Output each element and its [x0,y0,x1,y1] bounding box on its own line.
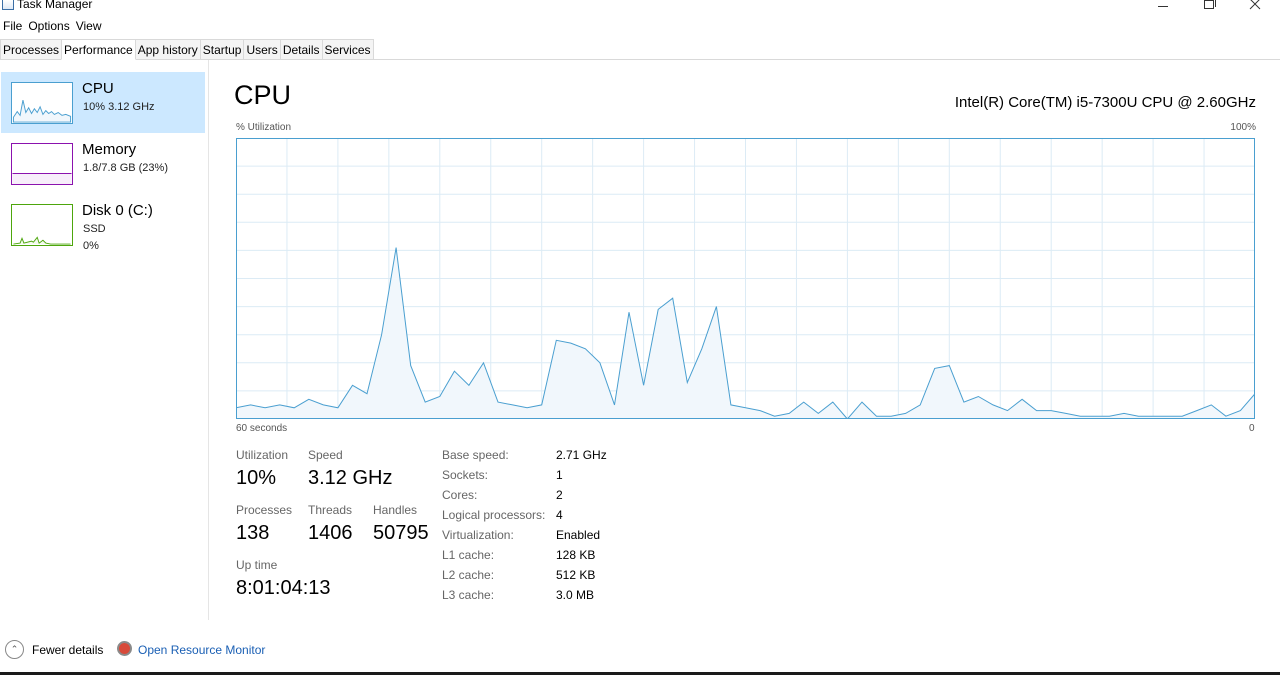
tab-performance[interactable]: Performance [61,39,136,60]
speed-value: 3.12 GHz [308,467,393,489]
spec-label-l1-cache: L1 cache: [442,548,495,562]
minimize-button[interactable] [1140,0,1186,13]
handles-value: 50795 [373,522,429,544]
title-bar: Task Manager [0,0,1280,14]
spec-value-base-speed: 2.71 GHz [556,448,607,462]
page-title: CPU [234,80,292,110]
sidebar-memory-usage: 1.8/7.8 GB (23%) [83,162,168,174]
menu-file[interactable]: File [3,19,23,33]
cpu-model-name: Intel(R) Core(TM) i5-7300U CPU @ 2.60GHz [954,94,1256,111]
tab-app-history[interactable]: App history [134,39,201,59]
spec-label-sockets: Sockets: [442,468,489,482]
tab-processes[interactable]: Processes [0,39,63,59]
cpu-utilization-line [236,247,1255,419]
spec-label-logical-processors: Logical processors: [442,508,546,522]
tab-services[interactable]: Services [321,39,374,59]
handles-label: Handles [373,503,418,517]
spec-label-cores: Cores: [442,488,478,502]
close-icon [1249,0,1261,10]
sidebar-disk-usage: 0% [83,240,99,252]
speed-label: Speed [308,448,343,462]
menu-view[interactable]: View [75,19,102,33]
sidebar-disk-title: Disk 0 (C:) [82,202,153,219]
spec-value-sockets: 1 [556,468,563,482]
spec-value-virtualization: Enabled [556,528,601,542]
spec-label-base-speed: Base speed: [442,448,509,462]
threads-value: 1406 [308,522,353,544]
spec-value-l2-cache: 512 KB [556,568,596,582]
resource-monitor-icon [117,641,132,656]
sidebar-cpu-usage: 10% 3.12 GHz [83,101,155,113]
fewer-details-link[interactable]: Fewer details [32,643,104,657]
sidebar-cpu-title: CPU [82,80,114,97]
graph-y-label: % Utilization [236,122,292,133]
tab-users[interactable]: Users [243,39,281,59]
spec-value-l3-cache: 3.0 MB [556,588,595,602]
processes-value: 138 [236,522,270,544]
processes-label: Processes [236,503,293,517]
restore-icon [1204,0,1216,9]
close-button[interactable] [1232,0,1278,13]
sidebar-memory-title: Memory [82,141,137,158]
graph-y-max: 100% [1230,122,1256,133]
spec-value-logical-processors: 4 [556,508,563,522]
chevron-up-icon[interactable]: ⌃ [5,640,24,659]
memory-thumbnail-graph [11,143,73,185]
cpu-thumbnail-graph [11,82,73,124]
minimize-icon [1158,5,1168,7]
menu-bar: File Options View [0,17,105,35]
graph-x-left-label: 60 seconds [236,423,288,434]
spec-value-cores: 2 [556,488,563,502]
tab-details[interactable]: Details [279,39,323,59]
spec-label-l3-cache: L3 cache: [442,588,495,602]
tab-bar: Processes Performance App history Startu… [0,39,1280,60]
cpu-utilization-graph [236,138,1255,419]
taskbar-edge [0,672,1280,675]
sidebar-item-memory[interactable]: Memory 1.8/7.8 GB (23%) [1,133,205,194]
sidebar-disk-type: SSD [83,223,106,235]
disk-thumbnail-graph [11,204,73,246]
graph-x-right-label: 0 [1249,423,1255,434]
tab-startup[interactable]: Startup [199,39,245,59]
spec-value-l1-cache: 128 KB [556,548,596,562]
spec-label-virtualization: Virtualization: [442,528,514,542]
spec-label-l2-cache: L2 cache: [442,568,495,582]
threads-label: Threads [308,503,353,517]
uptime-value: 8:01:04:13 [236,577,331,599]
menu-options[interactable]: Options [28,19,70,33]
utilization-value: 10% [236,467,277,489]
uptime-label: Up time [236,558,278,572]
footer: ⌃ Fewer details Open Resource Monitor [0,636,1280,666]
sidebar-item-cpu[interactable]: CPU 10% 3.12 GHz [1,72,205,133]
maximize-button[interactable] [1186,0,1232,13]
performance-sidebar: CPU 10% 3.12 GHz Memory 1.8/7.8 GB (23%)… [0,60,209,620]
utilization-label: Utilization [236,448,289,462]
open-resource-monitor-link[interactable]: Open Resource Monitor [138,643,266,657]
graph-border [236,138,1255,419]
window-title: Task Manager [17,0,93,11]
sidebar-item-disk[interactable]: Disk 0 (C:) SSD 0% [1,194,205,255]
task-manager-icon [2,0,14,10]
